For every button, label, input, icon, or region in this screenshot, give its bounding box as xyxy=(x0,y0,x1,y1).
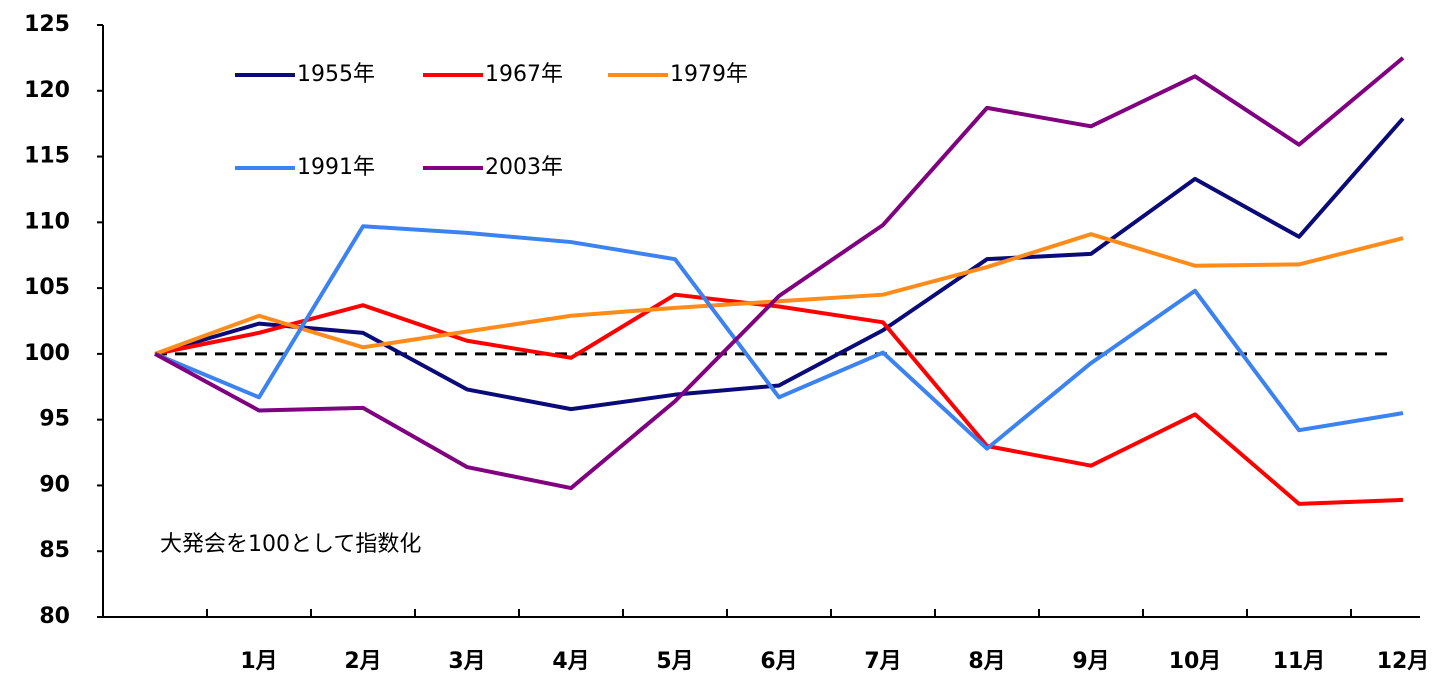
y-tick-label: 115 xyxy=(24,144,70,169)
line-series xyxy=(154,232,1404,356)
x-tick-label: 1月 xyxy=(240,649,277,674)
legend-label: 1967年 xyxy=(485,62,563,87)
x-tick-label: 8月 xyxy=(968,649,1005,674)
legend-label: 2003年 xyxy=(485,155,563,180)
x-tick-label: 3月 xyxy=(448,649,485,674)
x-tick-label: 9月 xyxy=(1072,649,1109,674)
x-tick-label: 7月 xyxy=(864,649,901,674)
x-tick-label: 12月 xyxy=(1377,649,1430,674)
line-series xyxy=(154,292,1404,506)
x-tick-label: 4月 xyxy=(552,649,589,674)
y-tick-label: 125 xyxy=(24,12,70,37)
annotation: 大発会を100として指数化 xyxy=(160,532,421,557)
y-tick-label: 105 xyxy=(24,275,70,300)
legend-label: 1955年 xyxy=(297,62,375,87)
legend-label: 1979年 xyxy=(670,62,748,87)
x-tick-label: 10月 xyxy=(1169,649,1222,674)
line-series xyxy=(154,117,1405,412)
line-series xyxy=(154,56,1405,491)
y-tick-label: 100 xyxy=(24,341,70,366)
x-tick-label: 5月 xyxy=(656,649,693,674)
x-tick-label: 11月 xyxy=(1273,649,1326,674)
line-series xyxy=(154,224,1404,451)
x-tick-label: 2月 xyxy=(344,649,381,674)
x-tick-label: 6月 xyxy=(760,649,797,674)
y-tick-label: 80 xyxy=(39,604,70,629)
y-tick-label: 110 xyxy=(24,209,70,234)
y-tick-label: 85 xyxy=(39,538,70,563)
y-tick-label: 90 xyxy=(39,472,70,497)
y-tick-label: 95 xyxy=(39,407,70,432)
legend-label: 1991年 xyxy=(297,155,375,180)
y-tick-label: 120 xyxy=(24,78,70,103)
